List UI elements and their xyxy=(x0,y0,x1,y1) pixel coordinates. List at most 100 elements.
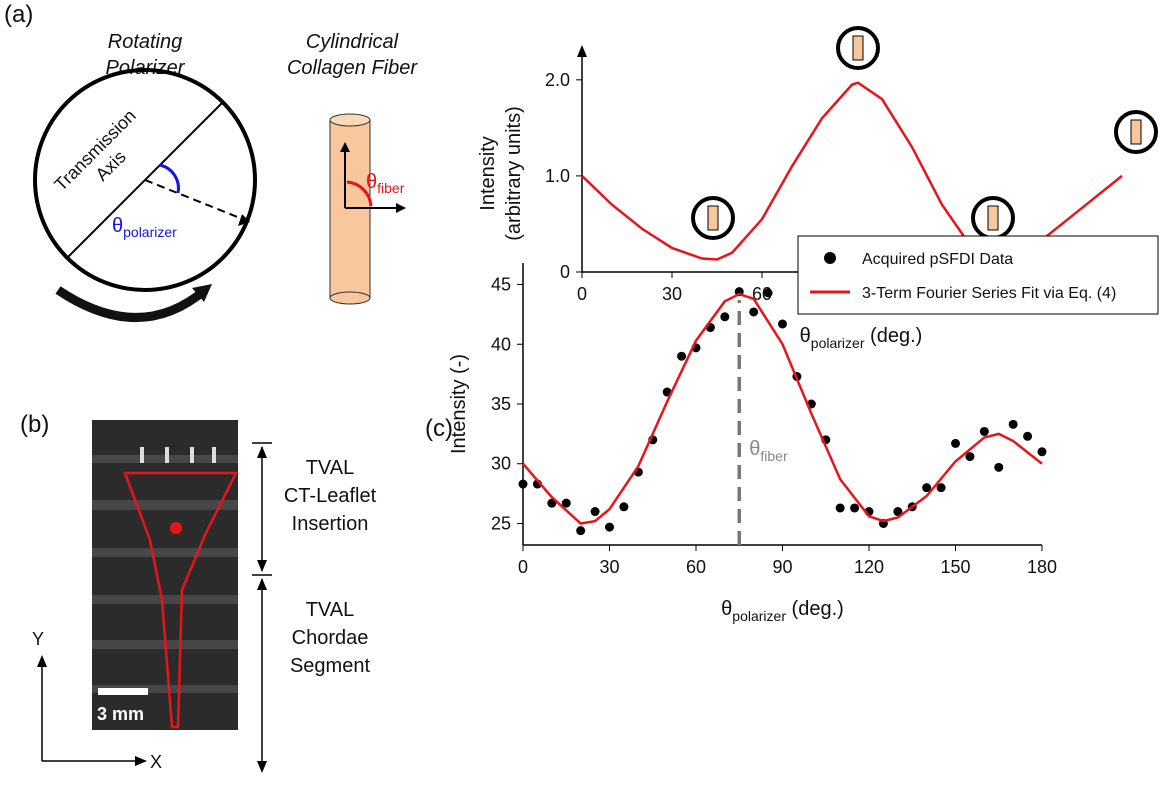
scale-label: 3 mm xyxy=(97,704,144,724)
unit: (deg.) xyxy=(865,325,923,347)
data-point xyxy=(835,503,845,513)
x-tick-label: 150 xyxy=(940,557,970,577)
region-label: Segment xyxy=(290,655,370,677)
data-point xyxy=(605,522,614,532)
orientation-icons xyxy=(691,26,1158,240)
legend-label: 3-Term Fourier Series Fit via Eq. (4) xyxy=(862,285,1116,302)
data-point xyxy=(590,507,600,517)
axis-name: Y xyxy=(32,629,44,649)
data-point xyxy=(778,319,787,329)
data-point xyxy=(893,507,903,517)
symbol: θ xyxy=(749,438,760,460)
legend-marker xyxy=(824,252,836,264)
label: Collagen Fiber xyxy=(287,57,418,79)
data-point xyxy=(720,312,730,322)
y-tick-label: 40 xyxy=(491,334,511,354)
label: Transmission xyxy=(50,105,139,194)
symbol: θ xyxy=(721,598,732,620)
data-point xyxy=(518,479,528,489)
data-point xyxy=(951,438,960,448)
y-tick-label: 0 xyxy=(560,262,570,282)
arrow-head xyxy=(192,284,212,302)
arrow-head xyxy=(238,214,250,226)
legend-box xyxy=(797,235,1159,315)
tissue-image: 3 mm xyxy=(92,420,239,730)
data-point xyxy=(677,351,687,361)
polarizer-ring xyxy=(33,68,257,292)
panel-label: (a) xyxy=(4,1,33,28)
x-tick-label: 120 xyxy=(854,557,884,577)
x-tick-label: 0 xyxy=(577,284,587,304)
region-label: TVAL xyxy=(306,457,355,479)
x-tick-label: 30 xyxy=(662,284,682,304)
region-label: Insertion xyxy=(292,513,369,535)
region-label: Chordae xyxy=(292,627,369,649)
polarizer-diagram: Rotating Polarizer Transmission Axis θpo… xyxy=(33,31,257,322)
scale-bar xyxy=(98,688,148,695)
theta-fiber: θfiber xyxy=(366,171,405,196)
axis-title: θpolarizer (deg.) xyxy=(800,325,923,351)
data-point xyxy=(850,503,860,513)
y-tick-label: 1.0 xyxy=(545,166,570,186)
x-tick-label: 90 xyxy=(772,557,792,577)
y-axis-title: Intensity (-) xyxy=(448,354,470,454)
data-point xyxy=(1008,419,1018,429)
subscript: polarizer xyxy=(732,608,786,624)
data-point xyxy=(936,483,946,493)
axis-title: θpolarizer (deg.) xyxy=(721,598,844,624)
symbol: θ xyxy=(800,325,811,347)
x-tick-label: 60 xyxy=(686,557,706,577)
y-tick-label: 30 xyxy=(491,454,511,474)
angle-arc xyxy=(346,180,373,207)
xy-axes: Y X xyxy=(32,629,162,772)
bracket-arrows xyxy=(257,446,267,773)
y-axis-title: (arbitrary units) xyxy=(503,106,525,240)
reference-line xyxy=(144,179,251,223)
data-point xyxy=(994,462,1004,472)
data-point xyxy=(1023,431,1033,441)
panel-label: (b) xyxy=(20,411,49,438)
fiber-bottom xyxy=(329,291,371,305)
axis-name: X xyxy=(150,752,162,772)
fiber-top xyxy=(329,113,371,127)
label: Rotating xyxy=(108,31,183,53)
theta-polarizer: θpolarizer xyxy=(112,215,177,240)
line xyxy=(522,292,1043,525)
data-point xyxy=(749,307,759,317)
data-point xyxy=(965,452,975,462)
y-axis-title: Intensity xyxy=(477,136,499,210)
outline xyxy=(123,471,239,729)
data-point xyxy=(979,426,989,436)
data-point xyxy=(763,288,773,298)
symbol: θ xyxy=(112,215,123,237)
symbol: θ xyxy=(366,171,377,193)
legend-label: Acquired pSFDI Data xyxy=(862,251,1013,268)
arrow-head xyxy=(577,45,587,57)
image xyxy=(92,420,238,730)
fiber-diagram: Cylindrical Collagen Fiber θfiber xyxy=(287,31,418,305)
subscript: polarizer xyxy=(811,335,865,351)
label: Cylindrical xyxy=(306,31,399,53)
x-tick-label: 180 xyxy=(1027,557,1057,577)
unit: (deg.) xyxy=(786,598,844,620)
y-tick-label: 45 xyxy=(491,275,511,295)
data-point xyxy=(922,483,932,493)
data-point xyxy=(561,498,571,508)
region-label: TVAL xyxy=(306,599,355,621)
annotation: θfiber xyxy=(749,438,788,464)
x-tick-label: 30 xyxy=(599,557,619,577)
data-point xyxy=(619,502,629,512)
x-tick-label: 0 xyxy=(518,557,528,577)
y-tick-label: 2.0 xyxy=(545,70,570,90)
panel-label: (c) xyxy=(425,415,453,442)
subscript: fiber xyxy=(377,180,405,196)
data-point xyxy=(576,526,586,536)
line xyxy=(581,81,1123,264)
y-tick-label: 35 xyxy=(491,394,511,414)
subscript: polarizer xyxy=(123,224,177,240)
region-brackets xyxy=(252,442,272,770)
y-tick-label: 25 xyxy=(491,513,511,533)
subscript: fiber xyxy=(760,448,788,464)
angle-arc xyxy=(159,163,180,194)
